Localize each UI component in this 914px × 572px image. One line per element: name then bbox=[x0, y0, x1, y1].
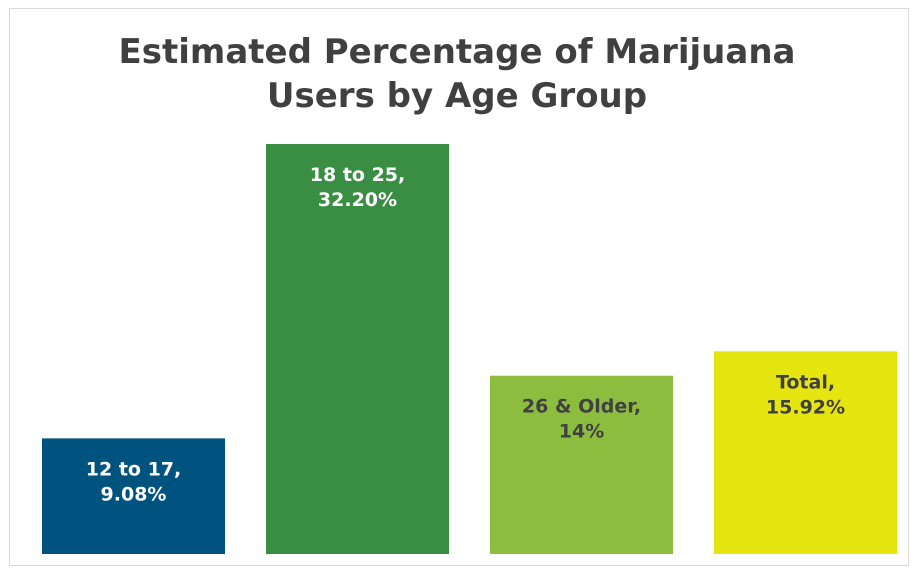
data-label-1-line-1: 12 to 17, bbox=[86, 458, 181, 480]
data-label-4: Total, 15.92% bbox=[766, 371, 845, 418]
data-label-3-line-1: 26 & Older, bbox=[522, 396, 641, 418]
chart-title-line-2: Users by Age Group bbox=[266, 76, 648, 116]
data-label-2-line-2: 32.20% bbox=[318, 189, 397, 211]
data-label-3: 26 & Older, 14% bbox=[522, 396, 641, 443]
data-label-2-line-1: 18 to 25, bbox=[310, 164, 405, 186]
data-label-1: 12 to 17, 9.08% bbox=[86, 458, 181, 505]
data-label-2: 18 to 25, 32.20% bbox=[310, 164, 405, 211]
bar-2 bbox=[266, 144, 449, 554]
chart-title-line-1: Estimated Percentage of Marijuana bbox=[118, 32, 796, 72]
data-label-3-line-2: 14% bbox=[559, 421, 604, 443]
chart-title: Estimated Percentage of Marijuana Users … bbox=[0, 30, 914, 118]
data-label-4-line-1: Total, bbox=[776, 371, 835, 393]
data-label-4-line-2: 15.92% bbox=[766, 396, 845, 418]
data-label-1-line-2: 9.08% bbox=[101, 483, 167, 505]
bar-3 bbox=[490, 375, 673, 554]
bar-1 bbox=[42, 438, 225, 554]
bar-4 bbox=[714, 351, 897, 554]
